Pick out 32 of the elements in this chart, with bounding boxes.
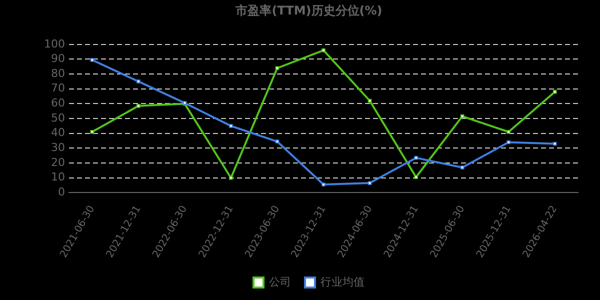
y-tick-label: 70 <box>50 82 65 95</box>
y-tick-label: 60 <box>50 96 65 110</box>
chart-title: 市盈率(TTM)历史分位(%) <box>234 3 382 18</box>
point <box>90 130 94 134</box>
point <box>322 48 326 52</box>
point <box>136 80 140 84</box>
y-tick-label: 20 <box>50 156 65 169</box>
point <box>414 156 418 160</box>
point <box>90 58 94 62</box>
y-tick-label: 0 <box>58 186 65 199</box>
y-tick-label: 80 <box>50 66 65 80</box>
point <box>414 175 418 180</box>
point <box>229 176 233 180</box>
y-tick-label: 100 <box>44 37 65 50</box>
point <box>136 104 140 108</box>
point <box>552 142 557 146</box>
point <box>322 182 326 186</box>
y-tick-label: 10 <box>50 170 65 184</box>
y-tick-label: 90 <box>50 52 65 66</box>
legend-label: 公司 <box>269 275 291 288</box>
y-tick-label: 50 <box>50 111 65 124</box>
y-tick-label: 30 <box>50 141 65 154</box>
point <box>460 166 464 170</box>
point <box>229 124 233 128</box>
legend-label: 行业均值 <box>320 275 364 288</box>
point <box>506 140 511 144</box>
point <box>552 90 557 94</box>
point <box>506 130 511 134</box>
y-tick-label: 40 <box>50 126 65 140</box>
point <box>368 181 372 185</box>
point <box>275 140 280 144</box>
point <box>275 66 280 70</box>
